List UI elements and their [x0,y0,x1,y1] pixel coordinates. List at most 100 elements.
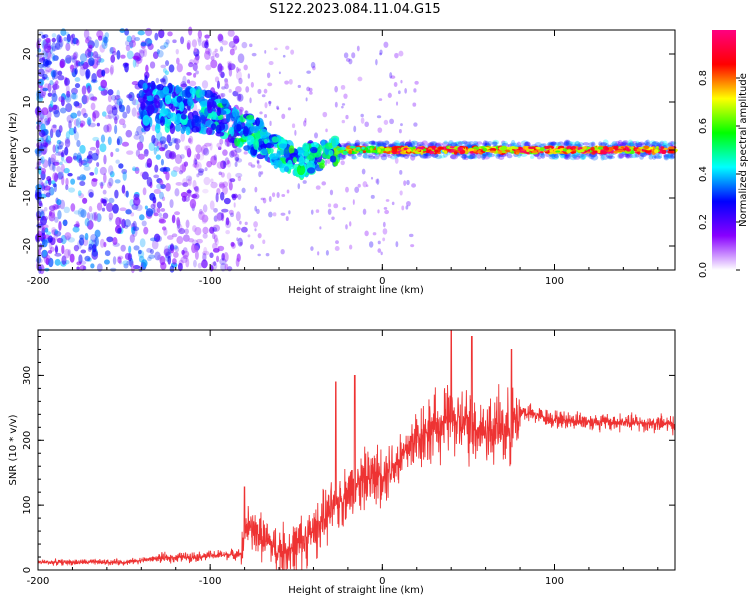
spectrogram-noise-blob [98,58,105,63]
spectrogram-noise-blob [257,88,262,95]
spectrogram-noise-blob [49,128,54,139]
spectrogram-noise-blob [108,197,115,204]
spectrogram-carrier-blob [616,149,624,153]
spectrogram-carrier-blob [482,147,488,152]
spectrogram-noise-blob [196,173,200,178]
spectrogram-noise-blob [154,164,159,173]
spectrogram-noise-blob [192,193,200,200]
spectrogram-noise-blob [64,31,70,36]
spectrogram-noise-blob [91,72,97,83]
spectrogram-halo-blob [629,141,635,147]
spectrogram-noise-blob [306,86,311,92]
spectrogram-noise-blob [94,229,101,238]
spectrogram-halo-blob [520,140,529,146]
spectrogram-noise-blob [51,41,57,52]
spectrogram-noise-blob [256,159,260,164]
spectrogram-noise-blob [156,201,163,209]
spectrogram-noise-blob [216,161,224,169]
spectrogram-noise-blob [202,233,208,239]
spectrogram-noise-blob [377,240,381,245]
spectrogram-noise-blob [306,70,312,74]
spectrogram-noise-blob [91,152,99,161]
spectrogram-halo-blob [461,153,467,160]
spectrogram-noise-blob [221,208,229,213]
spectrogram-noise-blob [41,226,46,231]
snr-y-label: SNR (10 * v/v) [8,414,19,485]
spectrogram-halo-blob [491,141,498,146]
spectrogram-halo-blob [391,141,397,147]
spectrogram-halo-blob [649,143,656,147]
spectrogram-noise-blob [113,98,121,104]
spectrogram-halo-blob [351,155,358,160]
spectrogram-noise-blob [153,212,159,217]
spectrogram-noise-blob [220,92,226,98]
spectrogram-noise-blob [411,183,417,188]
spectrogram-noise-blob [56,172,63,181]
spectrogram-halo-blob [382,140,390,145]
spectrogram-halo-blob [645,139,651,146]
spectrogram-halo-blob [502,142,507,147]
spectrogram-noise-blob [399,170,403,175]
spectrogram-halo-blob [617,141,624,147]
spectrogram-halo-blob [565,142,573,147]
spectrogram-halo-blob [567,153,576,157]
spectrogram-noise-blob [356,45,360,52]
spectrogram-noise-blob [120,54,126,59]
spectrogram-halo-blob [640,151,647,158]
snr-frame [37,329,676,571]
spectrogram-halo-blob [576,153,585,158]
spectrogram-noise-blob [155,145,160,152]
spectrogram-noise-blob [55,159,59,164]
spectrogram-halo-blob [501,140,506,145]
spectrogram-noise-blob [261,94,266,98]
spectrogram-halo-blob [407,142,414,147]
spectrogram-noise-blob [393,81,398,87]
spectrogram-halo-blob [536,155,542,160]
spectrogram-signal-blob [319,162,325,169]
spectrogram-halo-blob [470,153,476,159]
spectrogram-noise-blob [47,92,53,97]
spectrogram-halo-blob [588,142,594,147]
spectrogram-noise-blob [233,35,240,44]
spectrogram-carrier-blob [418,146,425,150]
spectrogram-halo-blob [354,141,360,147]
spectrogram-noise-blob [51,227,56,233]
spectrogram-halo-blob [670,140,675,146]
spectrogram-halo-blob [565,142,572,147]
spectrogram-halo-blob [463,141,472,146]
spectrogram-carrier-blob [514,149,521,153]
spectrogram-noise-blob [281,194,286,197]
spectrogram-halo-blob [336,154,343,160]
spectrogram-noise-blob [194,159,198,165]
spectrogram-noise-blob [263,88,268,94]
spectrogram-carrier-blob [539,151,544,154]
spectrogram-noise-blob [39,136,45,145]
spectrogram-noise-blob [184,228,189,235]
spectrogram-noise-blob [178,170,184,175]
spectrogram-halo-blob [547,141,555,147]
spectrogram-noise-blob [161,226,167,231]
spectrogram-noise-blob [94,236,99,247]
spectrogram-halo-blob [591,142,596,147]
spectrogram-signal-layer [137,79,678,181]
spectrogram-noise-blob [131,99,139,106]
spectrogram-noise-blob [63,206,70,214]
spectrogram-noise-blob [154,251,161,261]
spectrogram-carrier-blob [644,150,652,153]
spectrogram-noise-blob [66,90,71,98]
spectrogram-noise-blob [111,94,117,101]
spectrogram-halo-blob [565,139,571,146]
spectrogram-noise-blob [109,46,114,55]
spectrogram-noise-blob [290,49,295,55]
spectrogram-noise-blob [234,161,238,168]
spectrogram-noise-blob [228,41,236,48]
spectrogram-noise-blob [341,119,346,124]
spectrogram-noise-blob [71,92,77,100]
spectrogram-noise-blob [209,252,214,259]
spectrogram-noise-blob [233,202,236,208]
spectrogram-noise-blob [198,170,204,176]
spectrogram-noise-blob [149,249,154,255]
spectrogram-noise-blob [50,100,54,109]
spectrogram-signal-blob [234,137,241,147]
spectrogram-noise-blob [88,44,93,49]
